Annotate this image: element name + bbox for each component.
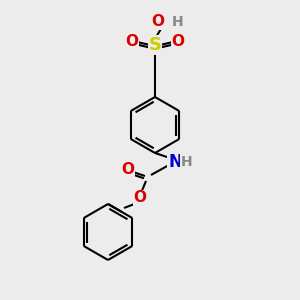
Text: O: O	[172, 34, 184, 50]
Text: O: O	[152, 14, 164, 29]
Text: S: S	[148, 36, 161, 54]
Text: O: O	[125, 34, 139, 50]
Text: O: O	[134, 190, 146, 206]
Text: H: H	[181, 155, 193, 169]
Text: H: H	[172, 15, 184, 29]
Text: N: N	[168, 153, 182, 171]
Text: O: O	[122, 163, 134, 178]
